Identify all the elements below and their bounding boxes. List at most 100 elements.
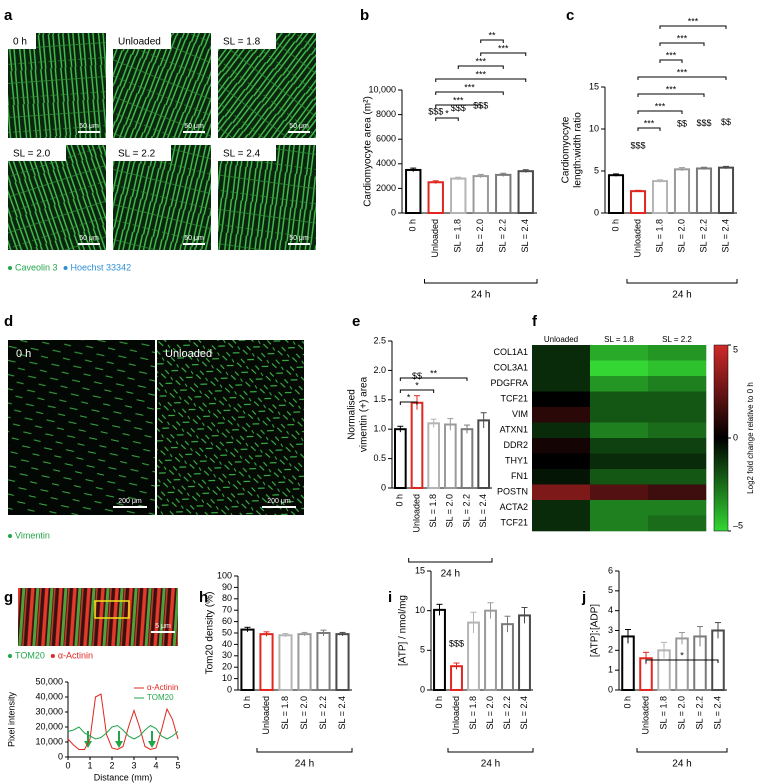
comparison-label: *	[407, 392, 411, 402]
heatmap-cell	[648, 407, 707, 423]
x-tick-label: 0 h	[395, 494, 405, 507]
y-tick-label: 20	[222, 662, 232, 672]
column-label: SL = 2.2	[662, 335, 692, 344]
x-tick-label: SL = 2.0	[299, 696, 309, 729]
comparison-bracket	[637, 110, 683, 114]
y-tick-label: 1	[608, 665, 613, 675]
y-tick-label: 8000	[376, 109, 396, 119]
y-tick-label: 0	[227, 684, 232, 694]
group-bracket	[408, 558, 493, 563]
y-tick-label: 0	[381, 482, 386, 492]
image-label: 0 h	[13, 37, 27, 48]
comparison-bracket	[637, 76, 727, 80]
stain-label: Hoechst 33342	[71, 262, 132, 272]
x-tick-label: SL = 2.0	[676, 219, 686, 252]
x-tick-label: SL = 1.8	[428, 494, 438, 527]
bar	[394, 428, 407, 490]
heatmap-cell	[648, 345, 707, 361]
row-label: POSTN	[497, 487, 528, 497]
scale-bar-label: 50 μm	[79, 235, 99, 242]
comparison-label: **	[488, 30, 496, 40]
micrograph	[8, 145, 106, 250]
comparison-bracket	[480, 39, 504, 43]
image-label: Unloaded	[165, 348, 212, 360]
group-label: 24 h	[672, 290, 691, 301]
panel-letter: h	[199, 589, 208, 606]
bar	[316, 632, 331, 691]
bar	[410, 401, 424, 489]
heatmap-cell	[590, 376, 649, 392]
heatmap-cell	[590, 345, 649, 361]
bar	[444, 423, 457, 490]
x-tick-label: SL = 2.4	[519, 696, 529, 729]
colorbar-tick-label: 5	[733, 344, 738, 354]
image-label: SL = 2.0	[13, 149, 51, 160]
x-tick-label: 0 h	[622, 696, 632, 709]
x-tick-label: 5	[175, 760, 180, 770]
bar	[405, 168, 422, 214]
image-label: SL = 2.4	[223, 149, 261, 160]
comparison-bracket	[457, 65, 504, 69]
comparison-label: ***	[666, 84, 677, 94]
comparison-label: ***	[464, 82, 475, 92]
comparison-label: ***	[666, 50, 677, 60]
y-tick-label: 1.5	[373, 394, 386, 404]
y-tick-label: 40,000	[35, 691, 63, 701]
bar	[621, 635, 635, 692]
group-bracket	[424, 279, 538, 284]
x-tick-label: SL = 1.8	[453, 219, 463, 252]
y-tick-label: 4000	[376, 158, 396, 168]
comparison-bracket	[399, 377, 468, 381]
group-label: 24 h	[471, 290, 490, 301]
colorbar	[713, 344, 729, 532]
y-tick-label: 30,000	[35, 706, 63, 716]
comparison-bracket	[637, 93, 705, 97]
heatmap-cell	[532, 345, 591, 361]
image-label-box	[218, 33, 276, 49]
comparison-bracket	[399, 389, 435, 393]
y-tick-label: 10	[415, 605, 425, 615]
image-label-box	[113, 33, 171, 49]
significance-label: $$$	[449, 639, 464, 649]
image-label: Unloaded	[118, 37, 161, 48]
column-label: Unloaded	[544, 335, 578, 344]
group-label: 24 h	[481, 759, 500, 770]
heatmap-cell	[590, 469, 649, 485]
heatmap-cell	[590, 438, 649, 454]
comparison-bracket	[480, 52, 527, 56]
micrograph-texture	[218, 145, 316, 250]
y-tick-label: 80	[222, 593, 232, 603]
y-axis-label: Cardiomyocyte area (m²)	[363, 96, 374, 207]
comparison-label: ***	[677, 67, 688, 77]
comparison-bracket	[645, 659, 719, 663]
stain-dot	[8, 534, 12, 538]
heatmap-cell	[532, 500, 591, 516]
image-label: 0 h	[16, 348, 31, 360]
y-tick-label: 20,000	[35, 721, 63, 731]
significance-label: $$$	[451, 103, 466, 113]
stain-dot	[50, 654, 55, 658]
bar	[450, 665, 463, 692]
y-tick-label: 100	[217, 570, 232, 580]
heatmap-cell	[532, 391, 591, 408]
x-tick-label: SL = 1.8	[658, 696, 668, 729]
significance-label: $$	[412, 371, 422, 381]
image-label-box	[113, 145, 171, 161]
x-tick-label: 0 h	[408, 219, 418, 232]
comparison-label: *	[445, 108, 449, 118]
y-axis-label: [ATP] / nmol/mg	[398, 595, 409, 666]
stain-label: Caveolin 3	[15, 262, 58, 272]
comparison-label: ***	[655, 101, 666, 111]
y-tick-label: 10	[222, 673, 232, 683]
heatmap-cell	[590, 515, 649, 532]
y-tick-label: 0	[608, 684, 613, 694]
x-tick-label: SL = 2.4	[720, 219, 730, 252]
x-tick-label: Unloaded	[411, 494, 421, 533]
bar	[673, 168, 691, 215]
heatmap-cell	[648, 484, 707, 501]
row-label: PDGFRA	[490, 378, 528, 388]
y-axis-label: vimentin (+) area	[359, 376, 370, 452]
x-tick-label: SL = 2.2	[461, 494, 471, 527]
comparison-label: **	[430, 368, 438, 378]
bar	[695, 167, 713, 214]
